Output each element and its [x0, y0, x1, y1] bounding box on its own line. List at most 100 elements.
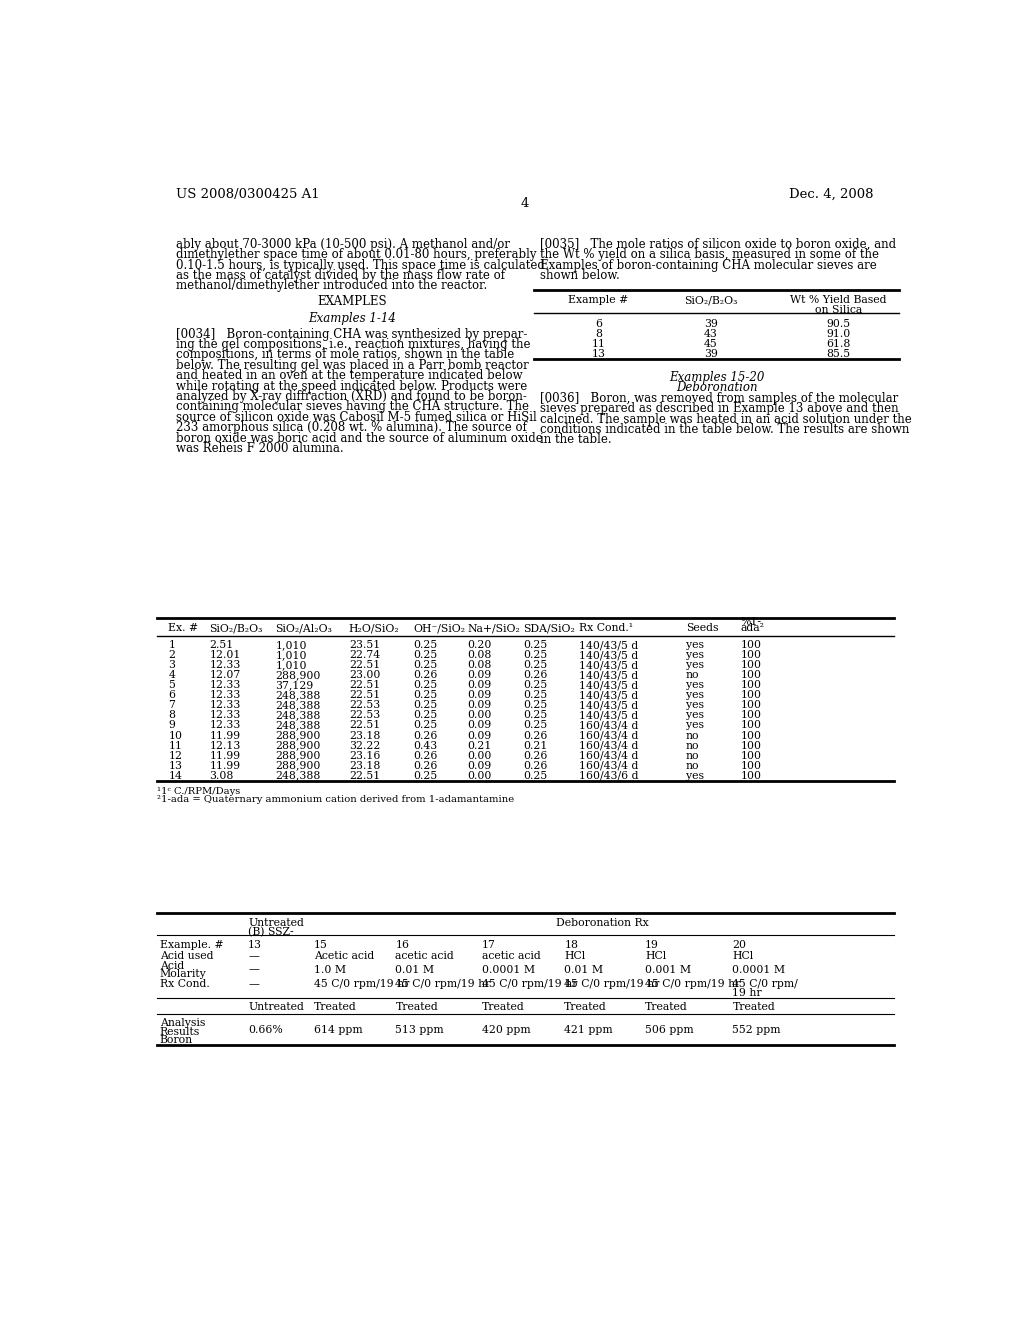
Text: 288,900: 288,900 — [275, 760, 321, 771]
Text: HCl: HCl — [564, 950, 586, 961]
Text: 0.25: 0.25 — [523, 651, 548, 660]
Text: EXAMPLES: EXAMPLES — [317, 296, 387, 309]
Text: 0.01 M: 0.01 M — [395, 965, 434, 974]
Text: no: no — [686, 730, 699, 741]
Text: 12.01: 12.01 — [209, 651, 241, 660]
Text: 20: 20 — [732, 940, 746, 950]
Text: 0.01 M: 0.01 M — [564, 965, 603, 974]
Text: 0.08: 0.08 — [467, 651, 492, 660]
Text: yes: yes — [686, 690, 705, 701]
Text: 22.53: 22.53 — [349, 701, 380, 710]
Text: 0.26: 0.26 — [414, 760, 437, 771]
Text: —: — — [248, 950, 259, 961]
Text: —: — — [248, 979, 259, 989]
Text: 160/43/4 d: 160/43/4 d — [579, 760, 638, 771]
Text: SiO₂/Al₂O₃: SiO₂/Al₂O₃ — [275, 623, 332, 634]
Text: 288,900: 288,900 — [275, 751, 321, 760]
Text: 13: 13 — [168, 760, 182, 771]
Text: 100: 100 — [740, 751, 761, 760]
Text: 248,388: 248,388 — [275, 701, 321, 710]
Text: 100: 100 — [740, 690, 761, 701]
Text: 23.16: 23.16 — [349, 751, 380, 760]
Text: 37,129: 37,129 — [275, 681, 313, 690]
Text: 0.25: 0.25 — [523, 681, 548, 690]
Text: 140/43/5 d: 140/43/5 d — [579, 710, 638, 721]
Text: 614 ppm: 614 ppm — [314, 1026, 362, 1035]
Text: methanol/dimethylether introduced into the reactor.: methanol/dimethylether introduced into t… — [176, 280, 487, 292]
Text: 0.25: 0.25 — [414, 640, 437, 651]
Text: 3.08: 3.08 — [209, 771, 233, 780]
Text: 23.51: 23.51 — [349, 640, 380, 651]
Text: 100: 100 — [740, 730, 761, 741]
Text: 91.0: 91.0 — [826, 329, 851, 338]
Text: 12.33: 12.33 — [209, 660, 241, 671]
Text: 0.26: 0.26 — [414, 751, 437, 760]
Text: HCl: HCl — [645, 950, 667, 961]
Text: Treated: Treated — [732, 1002, 775, 1012]
Text: 12.33: 12.33 — [209, 710, 241, 721]
Text: Example #: Example # — [568, 296, 629, 305]
Text: (B) SSZ-: (B) SSZ- — [248, 927, 294, 937]
Text: 248,388: 248,388 — [275, 690, 321, 701]
Text: 506 ppm: 506 ppm — [645, 1026, 693, 1035]
Text: Treated: Treated — [314, 1002, 356, 1012]
Text: Examples 1-14: Examples 1-14 — [308, 312, 396, 325]
Text: 1,010: 1,010 — [275, 660, 307, 671]
Text: 100: 100 — [740, 651, 761, 660]
Text: SiO₂/B₂O₃: SiO₂/B₂O₃ — [684, 296, 737, 305]
Text: 0.26: 0.26 — [523, 730, 548, 741]
Text: 0.00: 0.00 — [467, 710, 492, 721]
Text: %1-: %1- — [740, 618, 761, 627]
Text: 0.25: 0.25 — [414, 701, 437, 710]
Text: 0.26: 0.26 — [523, 671, 548, 680]
Text: 9: 9 — [168, 721, 175, 730]
Text: 0.0001 M: 0.0001 M — [732, 965, 785, 974]
Text: —: — — [248, 965, 259, 974]
Text: 22.51: 22.51 — [349, 660, 380, 671]
Text: 11.99: 11.99 — [209, 730, 241, 741]
Text: 22.51: 22.51 — [349, 690, 380, 701]
Text: [0034]   Boron-containing CHA was synthesized by prepar-: [0034] Boron-containing CHA was synthesi… — [176, 327, 527, 341]
Text: no: no — [686, 741, 699, 751]
Text: 23.18: 23.18 — [349, 760, 380, 771]
Text: 0.00: 0.00 — [467, 771, 492, 780]
Text: ¹1ᶜ C./RPM/Days: ¹1ᶜ C./RPM/Days — [158, 787, 241, 796]
Text: yes: yes — [686, 771, 705, 780]
Text: 0.66%: 0.66% — [248, 1026, 283, 1035]
Text: shown below.: shown below. — [541, 269, 621, 282]
Text: 0.26: 0.26 — [414, 671, 437, 680]
Text: 0.25: 0.25 — [414, 660, 437, 671]
Text: 32.22: 32.22 — [349, 741, 380, 751]
Text: 11.99: 11.99 — [209, 760, 241, 771]
Text: containing molecular sieves having the CHA structure. The: containing molecular sieves having the C… — [176, 400, 529, 413]
Text: 45 C/0 rpm/: 45 C/0 rpm/ — [732, 979, 799, 989]
Text: Example. #: Example. # — [160, 940, 223, 950]
Text: yes: yes — [686, 701, 705, 710]
Text: no: no — [686, 751, 699, 760]
Text: Wt % Yield Based: Wt % Yield Based — [791, 296, 887, 305]
Text: yes: yes — [686, 710, 705, 721]
Text: boron oxide was boric acid and the source of aluminum oxide: boron oxide was boric acid and the sourc… — [176, 432, 543, 445]
Text: 3: 3 — [168, 660, 175, 671]
Text: 6: 6 — [595, 318, 602, 329]
Text: 140/43/5 d: 140/43/5 d — [579, 690, 638, 701]
Text: 0.21: 0.21 — [523, 741, 548, 751]
Text: Untreated: Untreated — [248, 919, 304, 928]
Text: 0.25: 0.25 — [523, 640, 548, 651]
Text: 140/43/5 d: 140/43/5 d — [579, 671, 638, 680]
Text: 0.21: 0.21 — [467, 741, 492, 751]
Text: 160/43/4 d: 160/43/4 d — [579, 741, 638, 751]
Text: 8: 8 — [595, 329, 602, 338]
Text: 4: 4 — [520, 197, 529, 210]
Text: was Reheis F 2000 alumina.: was Reheis F 2000 alumina. — [176, 442, 344, 455]
Text: 1: 1 — [168, 640, 175, 651]
Text: 0.09: 0.09 — [467, 760, 492, 771]
Text: [0035]   The mole ratios of silicon oxide to boron oxide, and: [0035] The mole ratios of silicon oxide … — [541, 238, 896, 251]
Text: 1,010: 1,010 — [275, 651, 307, 660]
Text: Acid used: Acid used — [160, 950, 213, 961]
Text: 100: 100 — [740, 771, 761, 780]
Text: 15: 15 — [314, 940, 328, 950]
Text: SDA/SiO₂: SDA/SiO₂ — [523, 623, 575, 634]
Text: 19 hr: 19 hr — [732, 987, 762, 998]
Text: 19: 19 — [645, 940, 658, 950]
